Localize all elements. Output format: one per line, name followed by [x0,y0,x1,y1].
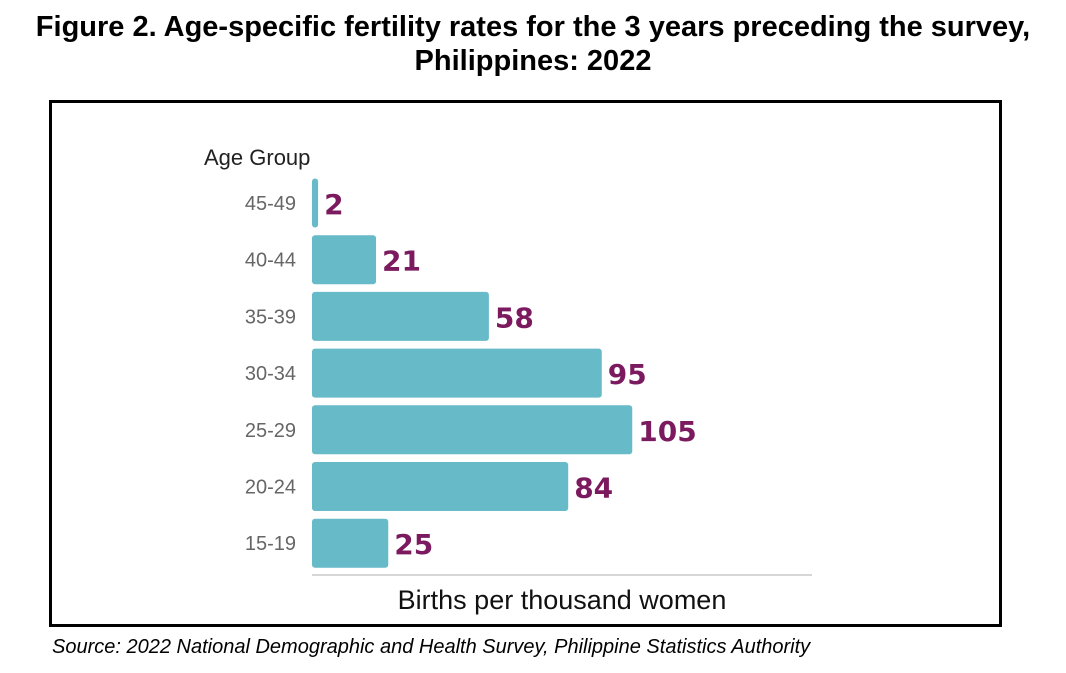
figure-title-line-1: Figure 2. Age-specific fertility rates f… [35,11,1031,43]
y-tick-label: 35-39 [245,306,296,328]
bar [312,518,389,568]
data-label: 105 [638,415,696,448]
figure-title: Figure 2. Age-specific fertility rates f… [0,10,1066,78]
chart-frame: Age Group 45-49 2 40-44 21 35-39 58 30-34 95 25-2… [49,100,1002,627]
bar [312,405,633,455]
data-label: 2 [324,188,343,221]
bar [312,462,569,511]
data-label: 84 [574,472,613,505]
x-axis-title: Births per thousand women [398,585,727,615]
figure-title-line-2: Philippines: 2022 [414,45,652,77]
y-tick-label: 20-24 [245,477,296,499]
y-tick-label: 30-34 [245,363,296,385]
bar [312,348,602,398]
y-tick-label: 25-29 [245,420,296,442]
source-note: Source: 2022 National Demographic and He… [52,636,811,658]
y-axis-title: Age Group [204,145,310,170]
bar-chart: Age Group 45-49 2 40-44 21 35-39 58 30-34 95 25-2… [204,145,812,615]
bar [312,291,489,341]
y-tick-label: 40-44 [245,250,296,272]
data-label: 95 [608,358,647,391]
y-tick-label: 15-19 [245,533,296,555]
data-label: 21 [382,245,421,278]
bar [312,178,319,228]
data-label: 25 [394,528,433,561]
bar [312,235,377,285]
data-label: 58 [495,301,534,334]
y-tick-label: 45-49 [245,193,296,215]
